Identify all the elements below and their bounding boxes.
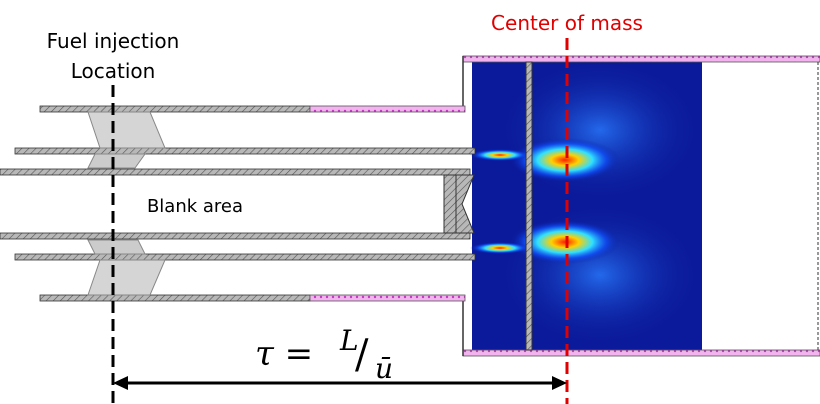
formula-numerator: L	[339, 324, 359, 357]
formula-denominator: ū	[375, 352, 393, 385]
label: Blank area	[147, 196, 243, 217]
label: Center of mass	[491, 11, 643, 35]
label: Location	[71, 59, 156, 83]
formula-slash: /	[355, 332, 369, 378]
geometry	[0, 38, 820, 404]
label: Fuel injection	[47, 29, 180, 53]
formula: τ = L / ū	[255, 324, 393, 385]
formula-lhs: τ =	[255, 334, 313, 374]
